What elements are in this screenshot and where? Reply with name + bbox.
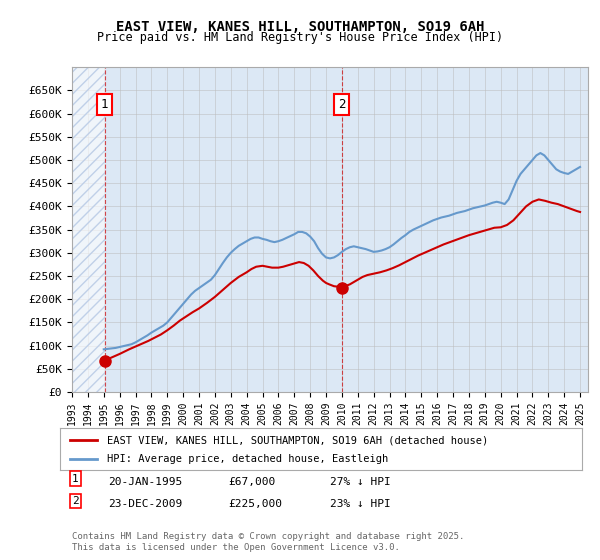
Text: 2: 2 [72,496,79,506]
Text: 2: 2 [338,98,346,111]
Text: Price paid vs. HM Land Registry's House Price Index (HPI): Price paid vs. HM Land Registry's House … [97,31,503,44]
Text: 27% ↓ HPI: 27% ↓ HPI [330,477,391,487]
Text: 20-JAN-1995: 20-JAN-1995 [108,477,182,487]
Bar [72,67,104,392]
Text: HPI: Average price, detached house, Eastleigh: HPI: Average price, detached house, East… [107,454,388,464]
Text: 23% ↓ HPI: 23% ↓ HPI [330,499,391,509]
Text: £67,000: £67,000 [228,477,275,487]
Text: 1: 1 [101,98,108,111]
Bar [72,67,104,392]
Text: EAST VIEW, KANES HILL, SOUTHAMPTON, SO19 6AH (detached house): EAST VIEW, KANES HILL, SOUTHAMPTON, SO19… [107,435,488,445]
Text: Contains HM Land Registry data © Crown copyright and database right 2025.
This d: Contains HM Land Registry data © Crown c… [72,532,464,552]
Text: £225,000: £225,000 [228,499,282,509]
Text: 23-DEC-2009: 23-DEC-2009 [108,499,182,509]
Bar [72,67,104,392]
Text: EAST VIEW, KANES HILL, SOUTHAMPTON, SO19 6AH: EAST VIEW, KANES HILL, SOUTHAMPTON, SO19… [116,20,484,34]
Text: 1: 1 [72,474,79,484]
